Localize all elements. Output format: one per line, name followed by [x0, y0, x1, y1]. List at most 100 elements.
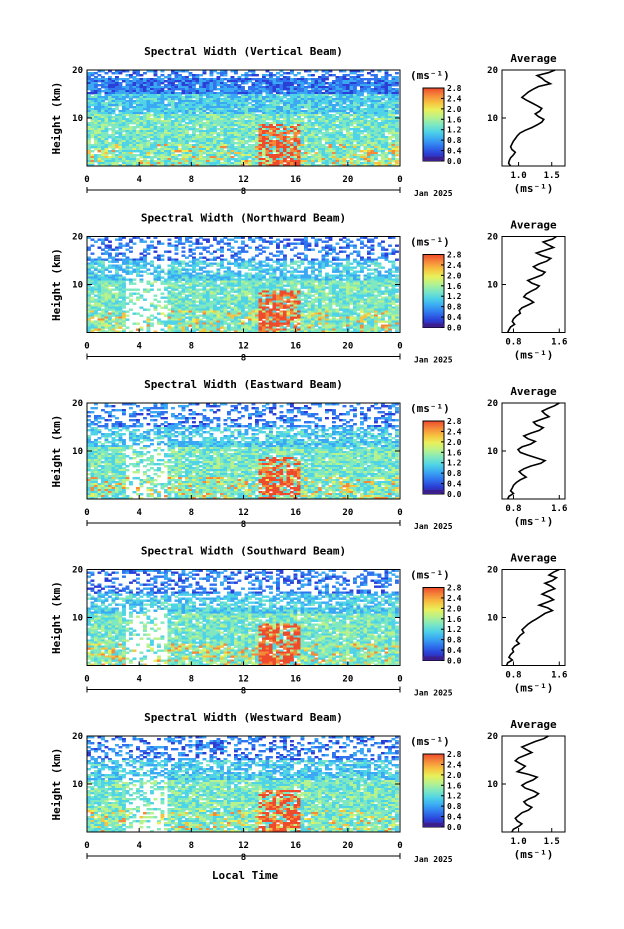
heatmap-cell — [318, 150, 322, 153]
heatmap-cell — [283, 120, 287, 123]
heatmap-cell — [314, 98, 319, 101]
heatmap-cell — [171, 244, 175, 247]
heatmap-cell — [164, 150, 168, 153]
heatmap-cell — [122, 116, 126, 119]
heatmap-cell — [339, 96, 343, 99]
heatmap-cell — [297, 160, 301, 163]
heatmap-cell — [314, 106, 319, 109]
heatmap-cell — [332, 134, 336, 137]
heatmap-cell — [269, 136, 273, 139]
heatmap-cell — [244, 134, 249, 137]
heatmap-cell — [171, 132, 175, 135]
heatmap-cell — [234, 160, 238, 163]
heatmap-cell — [363, 142, 368, 145]
heatmap-cell — [255, 158, 259, 161]
heatmap-cell — [255, 128, 259, 131]
heatmap-cell — [199, 148, 203, 151]
heatmap-cell — [356, 80, 361, 83]
heatmap-cell — [234, 122, 238, 125]
heatmap-cell — [202, 266, 207, 269]
heatmap-cell — [325, 118, 329, 121]
heatmap-cell — [374, 148, 378, 151]
heatmap-cell — [325, 90, 329, 93]
heatmap-cell — [335, 104, 340, 107]
heatmap-cell — [290, 120, 294, 123]
heatmap-cell — [251, 96, 256, 99]
heatmap-cell — [90, 126, 95, 129]
heatmap-cell — [276, 142, 280, 145]
heatmap-cell — [157, 242, 161, 245]
heatmap-cell — [181, 242, 186, 245]
heatmap-cell — [258, 78, 263, 81]
heatmap-cell — [118, 88, 123, 91]
heatmap-cell — [167, 238, 172, 241]
heatmap-cell — [304, 126, 308, 129]
heatmap-cell — [374, 88, 378, 91]
heatmap-cell — [272, 82, 277, 85]
heatmap-cell — [132, 302, 137, 305]
heatmap-cell — [160, 270, 165, 273]
heatmap-cell — [297, 108, 301, 111]
heatmap-cell — [146, 252, 151, 255]
heatmap-cell — [370, 132, 375, 135]
heatmap-cell — [174, 140, 179, 143]
heatmap-cell — [129, 82, 133, 85]
heatmap-cell — [290, 102, 294, 105]
heatmap-cell — [87, 116, 91, 119]
heatmap-cell — [206, 134, 210, 137]
heatmap-cell — [136, 102, 140, 105]
heatmap-cell — [255, 96, 259, 99]
heatmap-cell — [283, 126, 287, 129]
heatmap-cell — [234, 84, 238, 87]
heatmap-cell — [276, 102, 280, 105]
heatmap-cell — [304, 80, 308, 83]
heatmap-cell — [129, 158, 133, 161]
heatmap-cell — [174, 158, 179, 161]
heatmap-cell — [111, 112, 116, 115]
heatmap-cell — [101, 76, 105, 79]
heatmap-cell — [367, 120, 371, 123]
heatmap-cell — [167, 132, 172, 135]
heatmap-cell — [349, 90, 354, 93]
heatmap-cell — [101, 112, 105, 115]
heatmap-cell — [164, 140, 168, 143]
heatmap-cell — [307, 104, 312, 107]
heatmap-cell — [258, 80, 263, 83]
heatmap-cell — [143, 270, 147, 273]
heatmap-cell — [108, 256, 112, 259]
heatmap-cell — [353, 126, 357, 129]
heatmap-cell — [272, 148, 277, 151]
heatmap-cell — [265, 114, 270, 117]
heatmap-cell — [297, 92, 301, 95]
heatmap-cell — [87, 96, 91, 99]
heatmap-cell — [346, 108, 350, 111]
heatmap-cell — [279, 102, 284, 105]
heatmap-cell — [153, 78, 158, 81]
heatmap-cell — [185, 102, 189, 105]
heatmap-cell — [192, 92, 196, 95]
heatmap-cell — [216, 146, 221, 149]
heatmap-cell — [115, 72, 119, 75]
heatmap-cell — [223, 136, 228, 139]
heatmap-cell — [262, 102, 266, 105]
heatmap-cell — [244, 96, 249, 99]
heatmap-cell — [223, 130, 228, 133]
heatmap-cell — [209, 80, 214, 83]
heatmap-cell — [304, 90, 308, 93]
heatmap-cell — [90, 118, 95, 121]
heatmap-cell — [87, 86, 91, 89]
heatmap-cell — [97, 130, 102, 133]
heatmap-cell — [160, 82, 165, 85]
heatmap-cell — [297, 158, 301, 161]
heatmap-cell — [94, 80, 98, 83]
heatmap-cell — [220, 112, 224, 115]
heatmap-cell — [255, 152, 259, 155]
heatmap-cell — [150, 94, 154, 97]
heatmap-cell — [87, 122, 91, 125]
heatmap-cell — [276, 72, 280, 75]
heatmap-cell — [209, 82, 214, 85]
colorbar-tick-label: 0.0 — [447, 157, 462, 166]
heatmap-cell — [353, 78, 357, 81]
heatmap-cell — [300, 164, 305, 167]
heatmap-cell — [367, 162, 371, 165]
